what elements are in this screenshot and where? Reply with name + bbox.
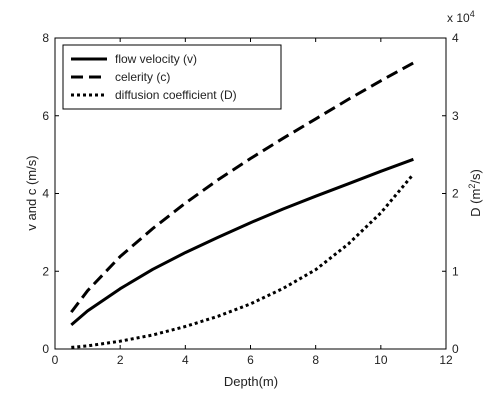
left-y-tick-label: 0 xyxy=(42,342,49,356)
legend-label-2: diffusion coefficient (D) xyxy=(115,88,237,102)
x-tick-label: 2 xyxy=(117,353,124,367)
series-line-2 xyxy=(71,173,415,349)
left-y-axis-label: v and c (m/s) xyxy=(24,155,39,230)
left-y-tick-label: 4 xyxy=(42,187,49,201)
left-y-tick-label: 8 xyxy=(42,31,49,45)
right-axis-multiplier-base: x 10 xyxy=(447,11,470,25)
right-y-tick-label: 2 xyxy=(452,187,459,201)
right-y-axis-label-tail: /s) xyxy=(468,169,483,183)
right-y-tick-label: 3 xyxy=(452,109,459,123)
right-y-axis-label: D (m2/s) xyxy=(467,169,483,217)
x-tick-label: 10 xyxy=(374,353,388,367)
series-line-0 xyxy=(70,157,414,327)
right-y-axis-label-sup: 2 xyxy=(467,184,477,189)
right-y-tick-label: 4 xyxy=(452,31,459,45)
series-line-1 xyxy=(70,61,415,314)
left-y-tick-label: 6 xyxy=(42,109,49,123)
x-tick-label: 0 xyxy=(52,353,59,367)
x-tick-label: 4 xyxy=(182,353,189,367)
x-tick-label: 8 xyxy=(312,353,319,367)
right-axis-multiplier: x 104 xyxy=(447,9,475,25)
legend-label-1: celerity (c) xyxy=(115,70,170,84)
legend-label-0: flow velocity (v) xyxy=(115,52,197,66)
right-y-axis-label-text: D (m xyxy=(468,189,483,217)
legend: flow velocity (v) celerity (c) diffusion c… xyxy=(62,44,282,110)
right-y-tick-label: 0 xyxy=(452,342,459,356)
x-tick-label: 12 xyxy=(439,353,453,367)
series-lines xyxy=(70,61,415,349)
x-axis-label: Depth(m) xyxy=(224,374,278,389)
right-axis-multiplier-exponent: 4 xyxy=(470,9,475,19)
left-y-tick-label: 2 xyxy=(42,264,49,278)
x-tick-label: 6 xyxy=(247,353,254,367)
right-y-tick-label: 1 xyxy=(452,264,459,278)
